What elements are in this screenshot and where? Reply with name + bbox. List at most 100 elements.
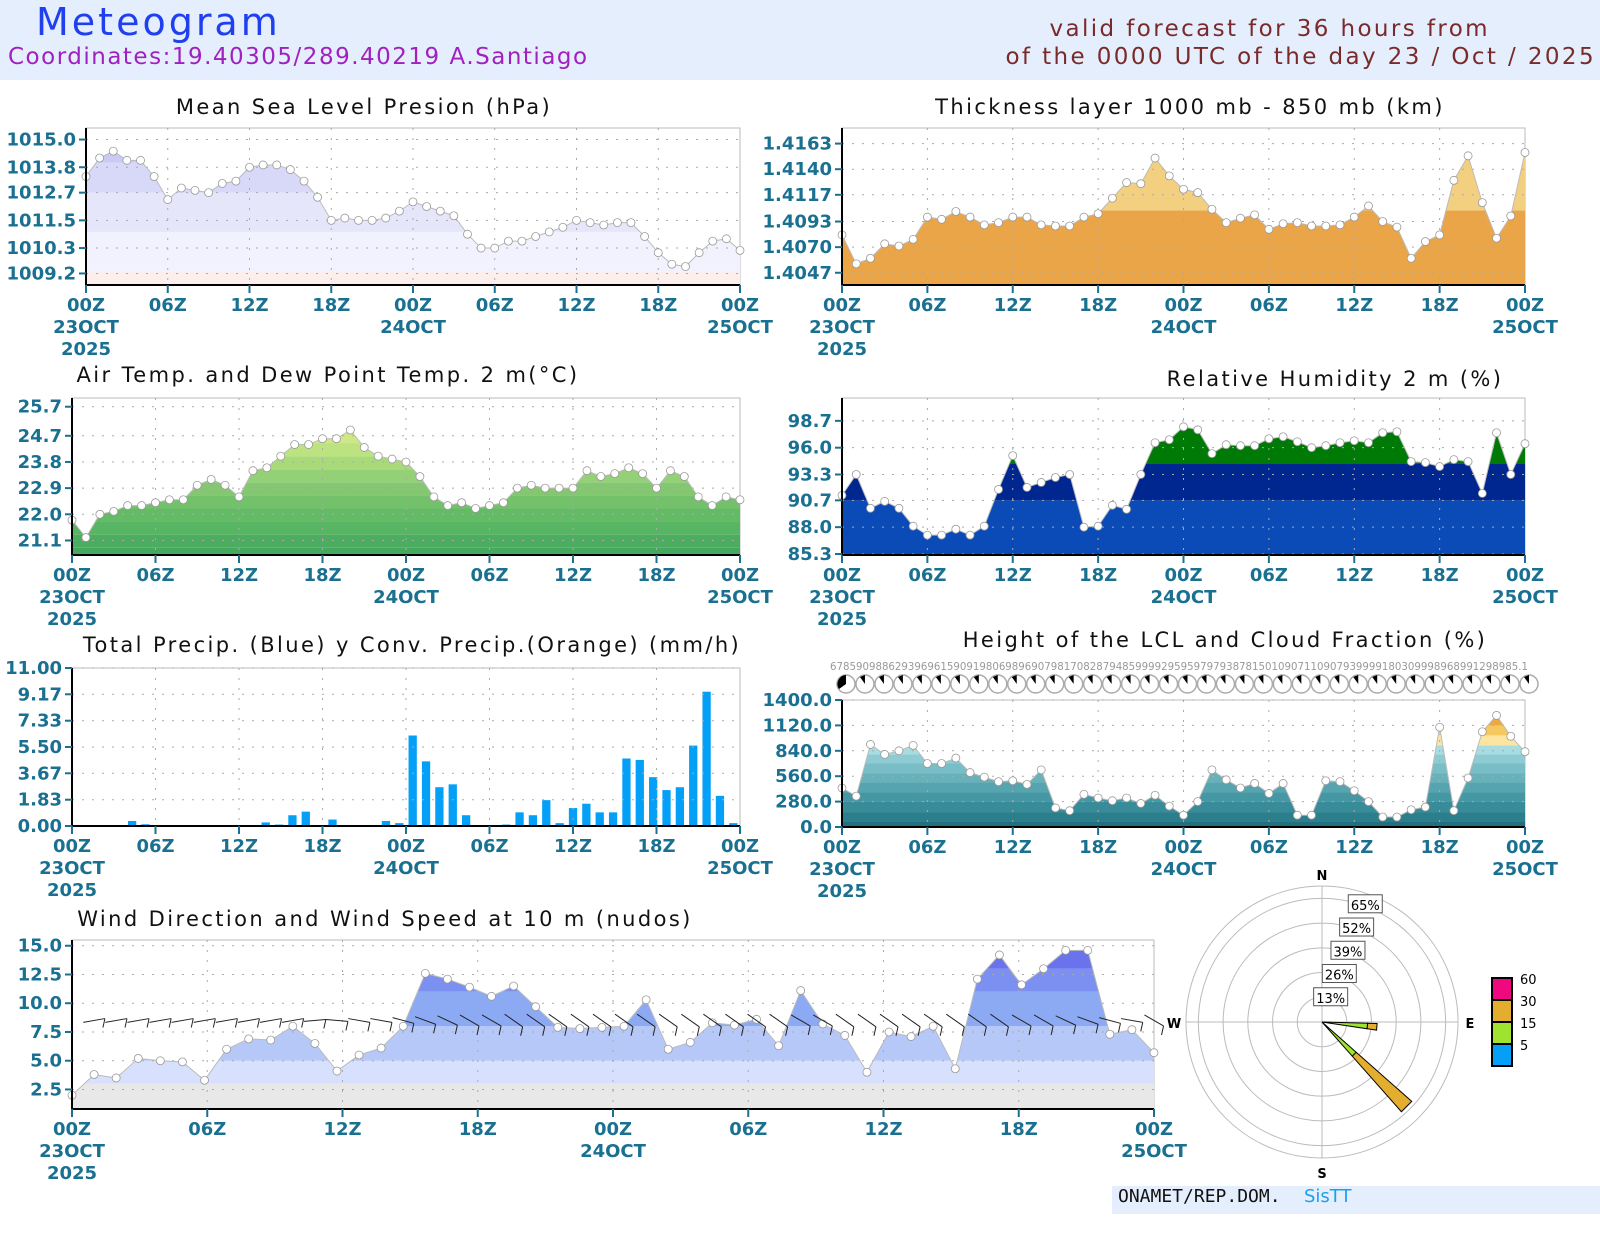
- y-tick-label: 0.00: [18, 816, 62, 837]
- data-point: [937, 214, 947, 224]
- barb-shaft: [370, 1018, 393, 1023]
- x-tick-label: 00Z: [823, 295, 861, 316]
- x-tick-label: 06Z: [1250, 565, 1288, 586]
- data-point: [111, 1073, 121, 1083]
- x-tick-label: 00Z: [1164, 565, 1202, 586]
- data-point: [1236, 783, 1245, 793]
- data-point: [652, 483, 661, 493]
- data-point: [1083, 945, 1093, 955]
- data-point: [1079, 789, 1089, 799]
- wind-barb: [105, 1018, 128, 1028]
- x-tick-label: 18Z: [1079, 295, 1117, 316]
- barb-flag: [829, 1025, 833, 1036]
- cloud-fill: [1011, 675, 1017, 684]
- data-point: [638, 469, 647, 478]
- data-point: [679, 472, 689, 481]
- cloud-fill: [1353, 675, 1359, 684]
- data-point: [266, 1035, 276, 1045]
- data-point: [1335, 438, 1345, 448]
- rose-legend-label: 5: [1520, 1039, 1528, 1054]
- wind-barb: [1033, 1014, 1054, 1036]
- data-point: [1136, 799, 1146, 808]
- data-point: [708, 236, 718, 246]
- rose-ring-label-box: [1330, 940, 1366, 960]
- data-point: [1164, 801, 1174, 811]
- wind-barb: [526, 1013, 546, 1036]
- x-tick-label: 23OCT: [39, 587, 106, 608]
- cloud-cover-symbol: [1177, 674, 1198, 694]
- wind-barb: [548, 1013, 568, 1036]
- data-point: [332, 434, 341, 444]
- x-tick-label: 12Z: [220, 565, 258, 586]
- x-tick-label: 06Z: [188, 1119, 226, 1140]
- data-point: [123, 501, 133, 510]
- data-point: [1292, 218, 1302, 228]
- temperature-chart: Air Temp. and Dew Point Temp. 2 m(°C) 21.…: [18, 363, 774, 630]
- data-point: [1179, 184, 1188, 194]
- data-point: [1506, 211, 1516, 221]
- data-point: [155, 1056, 165, 1066]
- data-point: [394, 206, 404, 216]
- mslp-chart: Mean Sea Level Presion (hPa) 1009.2 1010.3…: [7, 95, 774, 360]
- data-point: [1477, 198, 1487, 208]
- data-point: [540, 483, 550, 493]
- rose-legend-swatch: [1491, 1043, 1513, 1067]
- cloud-fill: [1068, 675, 1074, 684]
- data-point: [866, 503, 875, 513]
- barb-shaft: [348, 1018, 370, 1023]
- data-point: [290, 440, 300, 449]
- data-point: [1520, 747, 1530, 757]
- barb-flag: [256, 1018, 260, 1028]
- data-point: [1236, 441, 1245, 451]
- precip-bar: [127, 820, 137, 826]
- x-tick-label: 00Z: [721, 836, 759, 857]
- precip-bar: [448, 784, 457, 826]
- data-point: [995, 950, 1004, 960]
- data-point: [1335, 777, 1345, 787]
- data-point: [176, 183, 186, 193]
- data-point: [133, 1054, 143, 1063]
- barb-shaft: [592, 1013, 612, 1028]
- data-point: [1136, 470, 1146, 479]
- data-point: [89, 1070, 99, 1079]
- cloud-cover-symbol: [1120, 674, 1141, 694]
- data-point: [640, 232, 650, 241]
- x-tick-label: 18Z: [303, 836, 341, 857]
- rose-ring-label: 39%: [1334, 945, 1363, 960]
- y-tick-label: 1.4163: [763, 134, 832, 155]
- data-point: [1378, 812, 1388, 822]
- data-point: [1506, 470, 1516, 479]
- data-point: [465, 982, 474, 992]
- cloud-circle: [969, 674, 989, 694]
- cloud-cover-symbol: [1443, 674, 1463, 694]
- x-tick-label: 24OCT: [580, 1141, 647, 1162]
- data-point: [109, 506, 119, 516]
- cloud-fill: [1429, 675, 1435, 684]
- x-tick-label: 18Z: [1421, 565, 1459, 586]
- data-point: [163, 195, 173, 204]
- data-point: [1406, 805, 1416, 815]
- barb-shaft: [171, 1018, 194, 1023]
- barb-shaft: [259, 1018, 282, 1023]
- barb-shaft: [990, 1013, 1009, 1028]
- barb-shaft: [879, 1013, 899, 1028]
- rose-legend-swatch: [1491, 999, 1513, 1023]
- cloud-fill: [973, 675, 979, 684]
- data-point: [1250, 779, 1260, 788]
- data-point: [582, 466, 592, 476]
- data-point: [950, 1064, 960, 1074]
- chart-title: Mean Sea Level Presion (hPa): [176, 95, 552, 119]
- data-point: [1307, 443, 1316, 453]
- y-tick-label: 98.7: [788, 411, 832, 432]
- barb-shaft: [570, 1013, 590, 1028]
- barb-flag: [652, 1026, 656, 1036]
- precip-bar: [582, 803, 591, 826]
- wind-barb: [1055, 1015, 1077, 1035]
- data-point: [1150, 438, 1160, 448]
- wind-barb: [149, 1018, 172, 1028]
- x-tick-label: 18Z: [637, 836, 675, 857]
- data-point: [693, 492, 703, 502]
- data-point: [922, 212, 932, 222]
- data-point: [220, 480, 230, 490]
- barb-shaft: [945, 1013, 965, 1028]
